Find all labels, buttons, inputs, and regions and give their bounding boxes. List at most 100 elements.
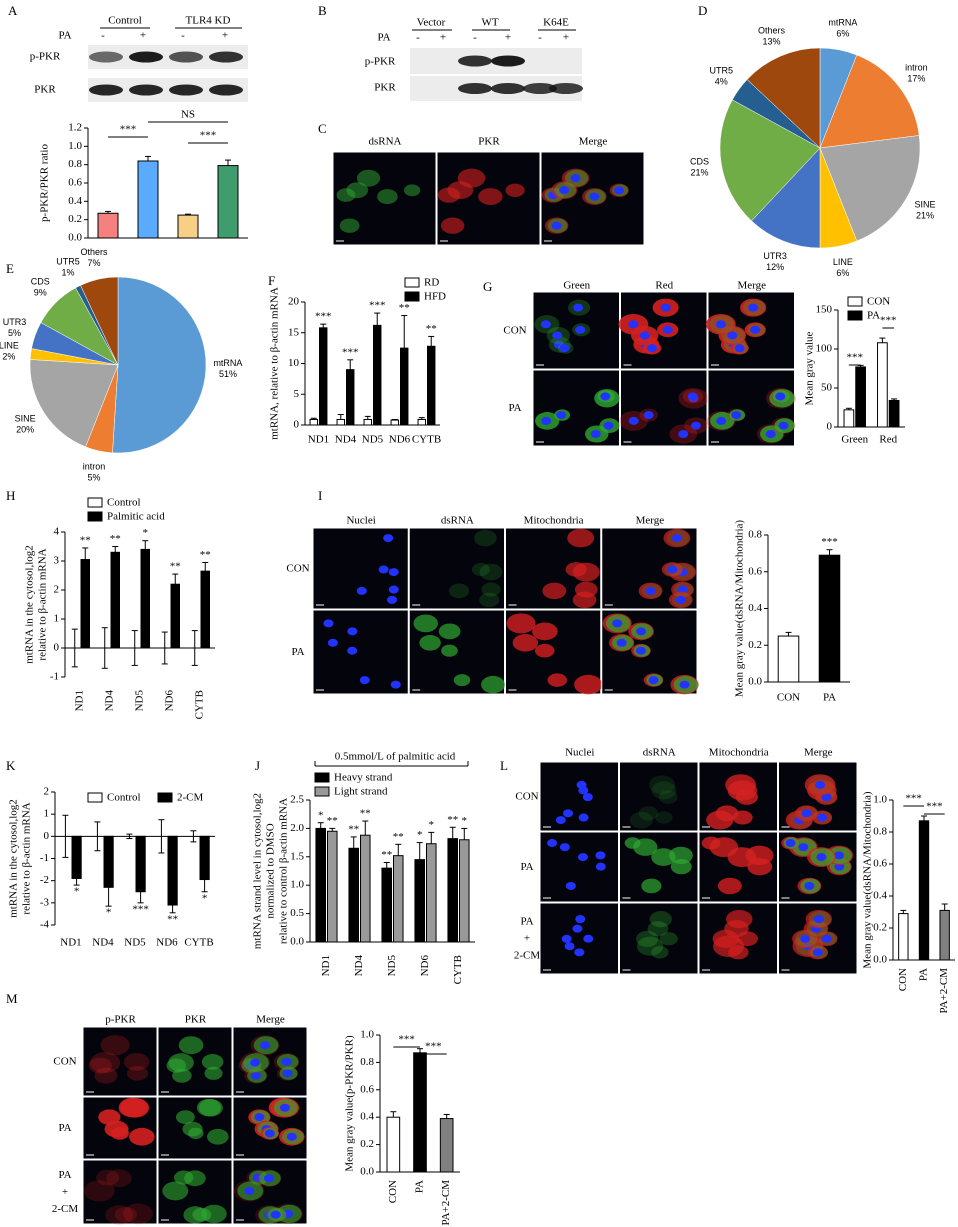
cell-green — [441, 644, 458, 657]
cell-green — [356, 169, 381, 187]
bar — [167, 835, 178, 906]
bar — [110, 551, 120, 649]
cell-green — [649, 775, 676, 795]
cell-green — [346, 182, 369, 199]
pie-label: SINE — [15, 413, 36, 423]
comparison-label: *** — [120, 124, 137, 136]
blot-sign: - — [181, 30, 185, 42]
cell-red — [123, 1053, 150, 1071]
error-bar — [71, 628, 78, 668]
x-tick-label: Green — [841, 434, 868, 446]
error-bar — [137, 891, 144, 904]
y-tick-label: 150 — [816, 304, 833, 316]
micrograph — [539, 902, 619, 975]
micrograph — [619, 902, 699, 975]
error-bar — [845, 407, 852, 410]
x-tick-label: ND5 — [124, 937, 146, 949]
y-tick-label: 1.2 — [68, 122, 82, 134]
blot-band — [458, 83, 492, 94]
y-axis-label: mtRNA, relative to β-actin mRNA — [269, 287, 281, 440]
cell-red — [129, 1127, 155, 1146]
x-tick-label: PA+2-CM — [440, 1180, 452, 1226]
pie-value-label: 20% — [16, 424, 34, 434]
nucleus — [388, 568, 399, 577]
nucleus — [263, 1174, 274, 1183]
error-bar — [347, 359, 354, 370]
nucleus — [678, 430, 689, 439]
pie-slice — [746, 47, 821, 149]
panel-letter: B — [318, 3, 327, 18]
panel-letter: G — [483, 279, 492, 294]
blot-treatment: PA — [377, 32, 390, 44]
y-tick-label: 0.2 — [68, 213, 82, 225]
legend-label: RD — [424, 277, 439, 289]
cell-red — [88, 1057, 112, 1074]
image-row-label: CON — [515, 791, 538, 803]
error-bar — [112, 546, 119, 553]
blot-group: Vector — [417, 17, 446, 29]
significance-label: ** — [393, 831, 404, 843]
error-bar — [225, 159, 231, 166]
cell-red — [565, 562, 587, 577]
pie-value-label: 21% — [916, 210, 934, 220]
panel-letter: I — [318, 488, 322, 503]
nucleus — [359, 676, 370, 685]
nucleus — [390, 680, 401, 689]
x-tick-label: ND1 — [308, 434, 329, 446]
cell-green — [659, 932, 678, 946]
pie-slice — [751, 147, 821, 249]
nucleus — [555, 816, 566, 825]
nucleus — [575, 325, 586, 334]
image-row-label: PA — [58, 1122, 71, 1134]
pie-label: LINE — [0, 341, 19, 351]
error-bar — [190, 830, 197, 843]
nucleus — [628, 320, 639, 329]
legend-swatch — [87, 511, 103, 522]
nucleus — [562, 809, 573, 818]
error-bar — [900, 909, 907, 914]
y-tick-label: 0.8 — [873, 826, 887, 838]
cell-green — [184, 1170, 206, 1187]
nucleus — [660, 303, 671, 312]
nucleus — [671, 534, 682, 543]
y-tick-label: 0.0 — [873, 954, 887, 966]
cell-red — [701, 836, 721, 850]
cell-green — [419, 634, 441, 651]
image-row-label: CON — [286, 563, 309, 575]
y-tick-label: 1.5 — [290, 850, 304, 862]
error-bar — [401, 315, 408, 349]
pie-slice — [819, 135, 921, 242]
nucleus — [250, 1071, 261, 1080]
significance-label: ** — [360, 808, 371, 820]
y-tick-label: 1.0 — [68, 140, 82, 152]
nucleus — [603, 421, 614, 430]
pie-value-label: 12% — [766, 262, 784, 272]
pie-value-label: 4% — [715, 77, 728, 87]
panel-letter: A — [8, 3, 18, 18]
significance-label: ** — [426, 323, 437, 335]
comparison-label: *** — [926, 801, 943, 813]
bar — [459, 839, 470, 943]
pie-value-label: 1% — [62, 267, 75, 277]
cell-green — [448, 583, 470, 599]
error-bar — [158, 819, 165, 854]
nucleus — [643, 411, 654, 420]
x-tick-label: ND5 — [362, 434, 384, 446]
blot-row-label: PKR — [374, 82, 396, 94]
y-tick-label: -1 — [50, 671, 59, 683]
y-axis-label: Mean gray value — [804, 331, 816, 405]
x-tick-label: ND1 — [74, 690, 86, 711]
cell-green — [474, 529, 497, 547]
pie-value-label: 7% — [87, 258, 100, 268]
error-bar — [891, 398, 898, 401]
nucleus — [589, 192, 600, 201]
y-axis-label: normalized to DMSO — [265, 823, 277, 918]
significance-label: ** — [80, 534, 91, 546]
y-tick-label: 0.8 — [360, 1056, 374, 1068]
nucleus — [356, 586, 367, 595]
pie-value-label: 2% — [2, 352, 15, 362]
blot-row-label: PKR — [34, 84, 56, 96]
x-tick-label: ND4 — [104, 690, 116, 712]
cell-green — [669, 846, 693, 865]
x-tick-label: ND4 — [92, 937, 114, 949]
